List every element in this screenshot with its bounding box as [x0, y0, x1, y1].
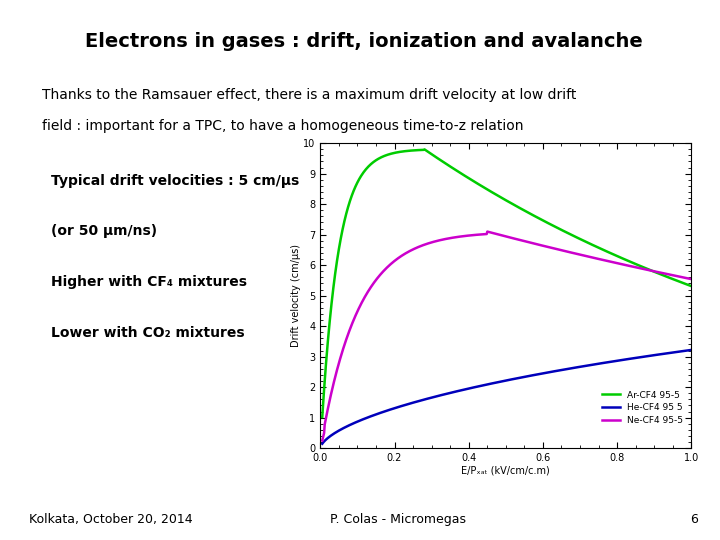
- He-CF4 95 5: [318, 441, 327, 447]
- Text: Lower with CO₂ mixtures: Lower with CO₂ mixtures: [50, 326, 244, 340]
- Ne-CF4 95-5: [483, 228, 492, 235]
- He-CF4 95 5: [383, 407, 392, 414]
- Ar-CF4 95-5: [318, 414, 327, 420]
- Text: 6: 6: [690, 513, 698, 526]
- Ar-CF4 95-5: [565, 231, 574, 237]
- Ne-CF4 95-5: [413, 244, 421, 251]
- Ar-CF4 95-5: [420, 146, 429, 153]
- Text: P. Colas - Micromegas: P. Colas - Micromegas: [330, 513, 466, 526]
- He-CF4 95 5: [595, 360, 604, 367]
- Ar-CF4 95-5: [485, 188, 494, 194]
- Text: Higher with CF₄ mixtures: Higher with CF₄ mixtures: [50, 275, 247, 289]
- He-CF4 95 5: [536, 371, 544, 377]
- Ar-CF4 95-5: [596, 245, 605, 252]
- Text: Typical drift velocities : 5 cm/μs: Typical drift velocities : 5 cm/μs: [50, 174, 299, 188]
- Line: He-CF4 95 5: He-CF4 95 5: [323, 350, 691, 444]
- Y-axis label: Drift velocity (cm/μs): Drift velocity (cm/μs): [290, 244, 300, 347]
- Legend: Ar-CF4 95-5, He-CF4 95 5, Ne-CF4 95-5: Ar-CF4 95-5, He-CF4 95 5, Ne-CF4 95-5: [598, 387, 687, 428]
- Ne-CF4 95-5: [318, 437, 327, 444]
- Ne-CF4 95-5: [687, 276, 696, 282]
- Ne-CF4 95-5: [596, 256, 605, 262]
- Ne-CF4 95-5: [485, 229, 494, 235]
- Ar-CF4 95-5: [536, 216, 544, 222]
- Ne-CF4 95-5: [536, 242, 544, 248]
- Text: Thanks to the Ramsauer effect, there is a maximum drift velocity at low drift: Thanks to the Ramsauer effect, there is …: [42, 87, 577, 102]
- Ar-CF4 95-5: [383, 152, 392, 158]
- Ar-CF4 95-5: [687, 283, 696, 289]
- Line: Ar-CF4 95-5: Ar-CF4 95-5: [323, 150, 691, 417]
- Ar-CF4 95-5: [413, 147, 421, 153]
- X-axis label: E/Pₓₐₜ (kV/cm/c.m): E/Pₓₐₜ (kV/cm/c.m): [462, 466, 550, 476]
- Ne-CF4 95-5: [565, 249, 574, 255]
- Text: field : important for a TPC, to have a homogeneous time-to-z relation: field : important for a TPC, to have a h…: [42, 119, 523, 133]
- Line: Ne-CF4 95-5: Ne-CF4 95-5: [323, 232, 691, 441]
- He-CF4 95 5: [413, 399, 421, 405]
- Text: (or 50 μm/ns): (or 50 μm/ns): [50, 225, 157, 239]
- He-CF4 95 5: [687, 347, 696, 353]
- He-CF4 95 5: [485, 381, 493, 387]
- Text: Electrons in gases : drift, ionization and avalanche: Electrons in gases : drift, ionization a…: [85, 32, 642, 51]
- Ne-CF4 95-5: [383, 264, 392, 270]
- Text: Kolkata, October 20, 2014: Kolkata, October 20, 2014: [29, 513, 192, 526]
- He-CF4 95 5: [564, 366, 573, 372]
